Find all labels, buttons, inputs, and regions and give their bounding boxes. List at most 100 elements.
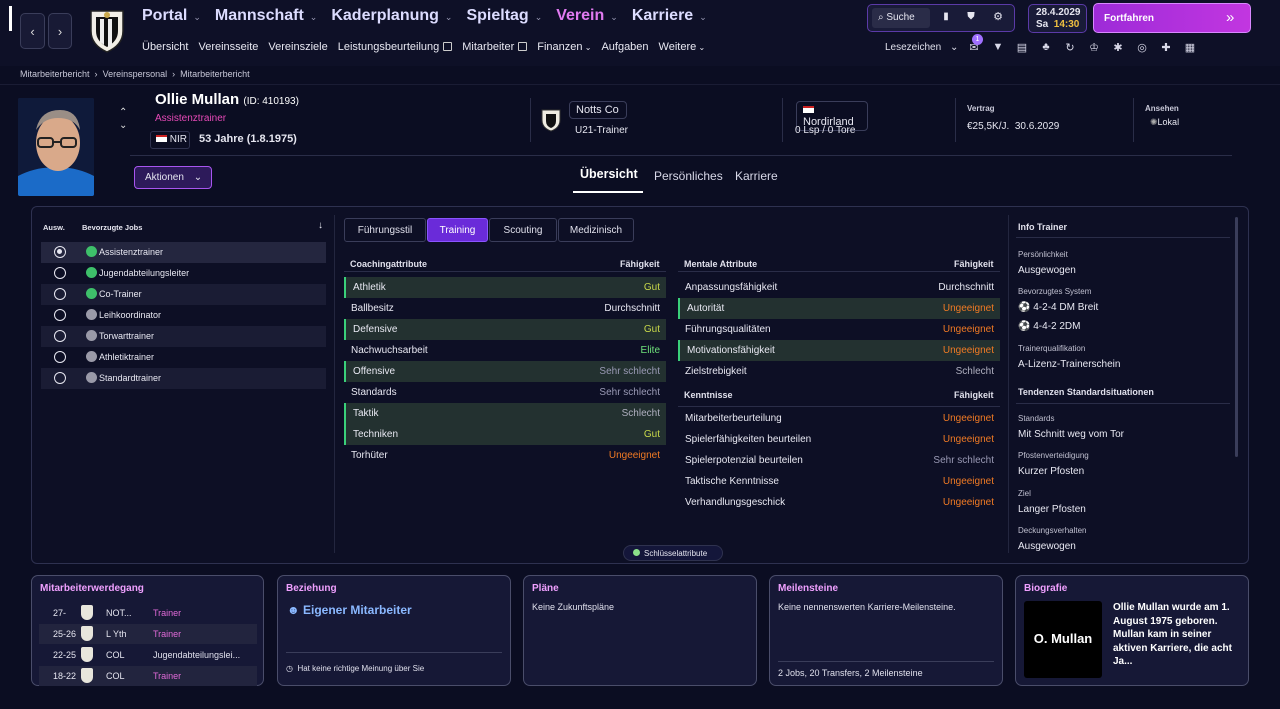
job-label: Co-Trainer [99, 289, 142, 299]
system-label: Bevorzugtes System [1018, 287, 1092, 296]
crumb-link[interactable]: Vereinspersonal [102, 69, 168, 79]
refresh-icon[interactable]: ↻ [1065, 42, 1075, 54]
nav-mannschaft[interactable]: Mannschaft ⌄ [214, 7, 318, 24]
continue-button[interactable]: Fortfahren » [1093, 3, 1251, 33]
job-row[interactable]: Jugendabteilungsleiter [41, 263, 326, 284]
nav-karriere[interactable]: Karriere ⌄ [631, 7, 707, 24]
milestones-card[interactable]: Meilensteine Keine nennenswerten Karrier… [769, 575, 1003, 686]
attribute-row: Autorität Ungeeignet [678, 298, 1000, 319]
tab-karriere[interactable]: Karriere [735, 169, 778, 183]
job-label: Jugendabteilungsleiter [99, 268, 190, 278]
subnav-vereinsziele[interactable]: Vereinsziele [268, 41, 328, 53]
career-role: Trainer [153, 629, 182, 639]
radio-button[interactable] [54, 372, 66, 384]
gear-icon[interactable]: ⚙ [993, 11, 1003, 23]
day-time: Sa 14:30 [1036, 19, 1080, 30]
club-link[interactable]: Notts Co [569, 101, 627, 119]
subtab-medizinisch[interactable]: Medizinisch [558, 218, 634, 242]
nation-link[interactable]: Nordirland [796, 101, 868, 131]
club-crest-icon [81, 647, 93, 662]
subtab-führungsstil[interactable]: Führungsstil [344, 218, 426, 242]
coaching-title: Coachingattribute [350, 259, 428, 269]
chevron-down-icon: ⌄ [444, 12, 453, 22]
attribute-value: Ungeeignet [942, 345, 994, 356]
trophy-icon[interactable]: ♔ [1089, 42, 1099, 54]
search-button[interactable]: ⌕ Suche [872, 8, 930, 28]
subnav-uebersicht[interactable]: Übersicht [142, 41, 189, 53]
chevron-up-icon[interactable]: ⌃ [119, 107, 128, 118]
external-link-icon [443, 42, 453, 51]
subnav-mitarbeiter[interactable]: Mitarbeiter [462, 41, 528, 53]
shirt-icon[interactable]: ▼ [992, 41, 1004, 53]
nationality-badge[interactable]: NIR [150, 131, 190, 149]
job-row[interactable]: Leihkoordinator [41, 305, 326, 326]
biography-card[interactable]: Biografie O. Mullan Ollie Mullan wurde a… [1015, 575, 1249, 686]
date-widget[interactable]: 28.4.2029 Sa 14:30 [1028, 4, 1087, 33]
attribute-row: Taktik Schlecht [344, 403, 666, 424]
scout-icon[interactable]: ✱ [1113, 42, 1123, 54]
plans-card[interactable]: Pläne Keine Zukunftspläne [523, 575, 757, 686]
nav-kaderplanung[interactable]: Kaderplanung ⌄ [331, 7, 453, 24]
club-crest-icon [81, 626, 93, 641]
sort-arrow-icon[interactable]: ↓ [318, 220, 323, 231]
subnav-finanzen[interactable]: Finanzen ⌄ [537, 41, 591, 53]
subnav-label: Leistungsbeurteilung [337, 41, 440, 53]
career-role: Trainer [153, 671, 182, 681]
career-row[interactable]: 27- NOT... Trainer [39, 603, 257, 623]
radio-button[interactable] [54, 288, 66, 300]
subnav-aufgaben[interactable]: Aufgaben [601, 41, 649, 53]
radio-button[interactable] [54, 330, 66, 342]
subtab-training[interactable]: Training [427, 218, 488, 242]
calendar-icon[interactable]: ▦ [1184, 42, 1196, 54]
nav-spieltag[interactable]: Spieltag ⌄ [466, 7, 543, 24]
tab-uebersicht[interactable]: Übersicht [580, 167, 638, 181]
back-button[interactable]: ‹ [20, 13, 45, 49]
attribute-name: Verhandlungsgeschick [685, 497, 786, 508]
knowledge-title: Kenntnisse [684, 390, 733, 400]
bookmark-icon[interactable]: ▮ [943, 11, 949, 22]
nav-verein[interactable]: Verein ⌄ [556, 7, 618, 24]
chat-icon[interactable]: ✉ 1 [962, 34, 986, 54]
profile-stepper[interactable]: ⌃ ⌄ [119, 106, 127, 132]
crumb-link[interactable]: Mitarbeiterbericht [20, 69, 90, 79]
team-icon[interactable]: ♣ [1042, 41, 1050, 53]
attribute-row: Zielstrebigkeit Schlecht [678, 361, 1000, 382]
job-row[interactable]: Standardtrainer [41, 368, 326, 389]
career-card[interactable]: Mitarbeiterwerdegang 27- NOT... Trainer 25-… [31, 575, 264, 686]
tab-persoenliches[interactable]: Persönliches [654, 169, 723, 183]
bookmarks-dropdown[interactable]: Lesezeichen ⌄ [885, 42, 958, 53]
job-row[interactable]: Assistenztrainer [41, 242, 326, 263]
relation-card[interactable]: Beziehung ☻ Eigener Mitarbeiter ◷ Hat ke… [277, 575, 511, 686]
radio-button[interactable] [54, 309, 66, 321]
formation-icon: ⚽ [1018, 302, 1031, 313]
reputation-title: Ansehen [1145, 104, 1179, 113]
career-row[interactable]: 22-25 COL Jugendabteilungslei... [39, 645, 257, 665]
club-crest-logo[interactable] [88, 7, 126, 53]
job-row[interactable]: Co-Trainer [41, 284, 326, 305]
col-select-header: Ausw. [43, 223, 65, 232]
forward-button[interactable]: › [48, 13, 72, 49]
subnav-weitere[interactable]: Weitere ⌄ [659, 41, 706, 53]
attribute-name: Techniken [353, 429, 399, 440]
radio-button[interactable] [54, 246, 66, 258]
attribute-row: Mitarbeiterbeurteilung Ungeeignet [678, 408, 1000, 429]
radio-button[interactable] [54, 351, 66, 363]
subnav-leistungsbeurteilung[interactable]: Leistungsbeurteilung [338, 41, 453, 53]
medical-icon[interactable]: ✚ [1161, 42, 1171, 54]
radio-button[interactable] [54, 267, 66, 279]
job-row[interactable]: Torwarttrainer [41, 326, 326, 347]
subtab-scouting[interactable]: Scouting [489, 218, 557, 242]
subnav-vereinsseite[interactable]: Vereinsseite [198, 41, 259, 53]
career-row[interactable]: 25-26 L Yth Trainer [39, 624, 257, 644]
clipboard-icon[interactable]: ▤ [1016, 42, 1028, 54]
career-row[interactable]: 18-22 COL Trainer [39, 666, 257, 686]
job-row[interactable]: Athletiktrainer [41, 347, 326, 368]
actions-button[interactable]: Aktionen ⌄ [134, 166, 212, 189]
shield-icon[interactable]: ⛊ [967, 11, 975, 22]
set-piece-title: Tendenzen Standardsituationen [1018, 387, 1154, 397]
nav-portal[interactable]: Portal ⌄ [142, 7, 201, 24]
info-scrollbar[interactable] [1235, 217, 1238, 457]
target-icon[interactable]: ◎ [1137, 42, 1147, 54]
chevron-down-icon[interactable]: ⌄ [119, 120, 128, 131]
job-label: Assistenztrainer [99, 247, 164, 257]
